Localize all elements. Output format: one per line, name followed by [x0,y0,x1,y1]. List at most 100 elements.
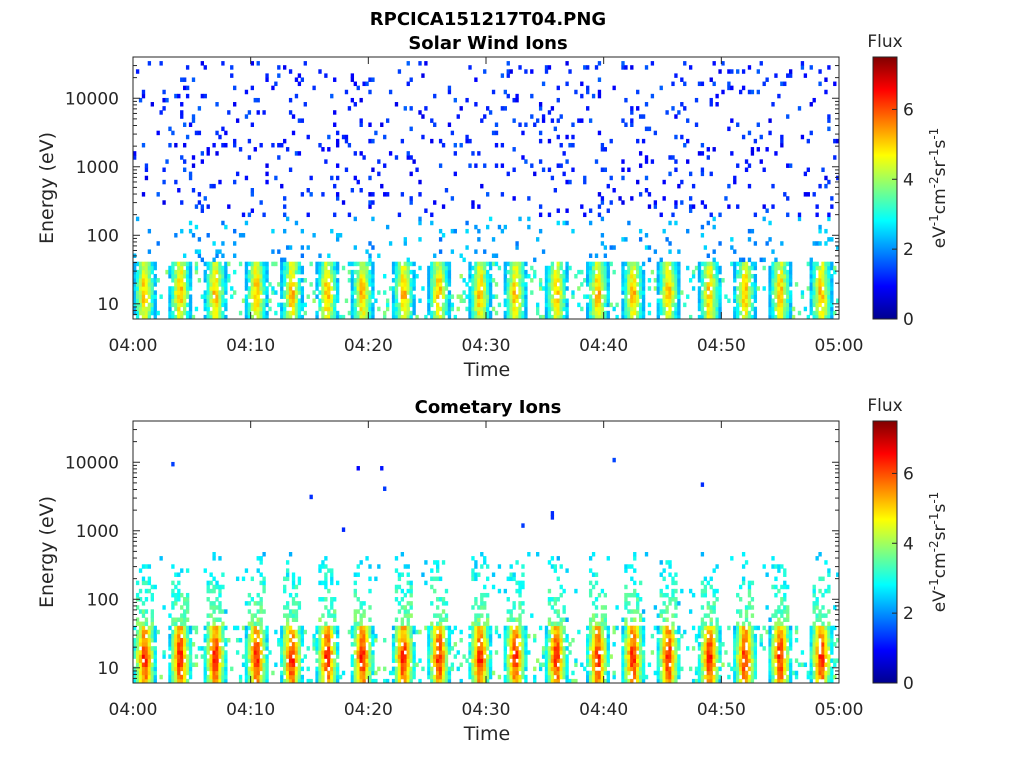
heatmap-cell [150,650,154,655]
heatmap-cell [280,306,284,312]
heatmap-cell [659,278,663,283]
heatmap-cell [488,265,493,271]
heatmap-cell [830,302,834,308]
heatmap-cell [403,637,407,643]
heatmap-cell [144,646,149,651]
heatmap-cell [750,286,755,291]
heatmap-cell [786,654,790,659]
heatmap-cell [580,93,584,99]
heatmap-cell [768,642,772,647]
heatmap-cell [774,265,778,271]
heatmap-cell [641,654,646,659]
heatmap-cell [262,310,266,316]
heatmap-cell [185,302,190,308]
heatmap-cell [180,646,184,651]
heatmap-cell [594,65,599,70]
heatmap-cell [668,282,672,287]
heatmap-cell [562,273,566,279]
heatmap-cell [256,646,260,651]
heatmap-cell [494,310,499,316]
heatmap-cell [830,670,834,676]
heatmap-cell [474,650,478,655]
heatmap-cell [718,269,722,275]
heatmap-cell [406,625,410,631]
heatmap-cell [477,273,481,279]
heatmap-cell [518,674,522,680]
heatmap-cell [362,662,366,668]
heatmap-cell [656,306,660,312]
heatmap-cell [559,658,563,663]
heatmap-cell [594,642,599,647]
heatmap-cell [365,310,369,316]
heatmap-cell [394,282,399,287]
heatmap-cell [815,662,819,668]
heatmap-cell [285,666,290,672]
heatmap-cell [441,204,446,209]
heatmap-cell [574,662,578,668]
heatmap-cell [562,171,566,177]
heatmap-cell [621,662,625,668]
heatmap-cell [135,642,140,647]
heatmap-cell [150,290,154,295]
heatmap-cell [324,654,328,659]
heatmap-cell [827,65,831,70]
heatmap-cell [709,629,713,635]
heatmap-cell [435,306,440,312]
heatmap-cell [291,310,296,316]
heatmap-cell [591,646,596,651]
heatmap-cell [738,629,743,635]
heatmap-cell [409,642,413,647]
heatmap-cell [677,306,681,312]
heatmap-cell [683,629,687,635]
heatmap-cell [812,278,816,283]
heatmap-cell [444,637,449,643]
heatmap-cell [250,633,255,639]
heatmap-cell [291,273,296,279]
heatmap-cell [509,666,513,672]
heatmap-cell [233,290,237,295]
heatmap-cell [283,662,287,668]
heatmap-cell [553,306,557,312]
heatmap-cell [215,629,219,635]
heatmap-cell [221,269,225,275]
heatmap-cell [768,314,772,320]
heatmap-cell [668,650,672,655]
heatmap-cell [794,282,799,287]
heatmap-cell [624,310,628,316]
heatmap-cell [350,294,355,299]
heatmap-cell [433,633,437,639]
heatmap-cell [430,650,434,655]
heatmap-cell [488,625,493,631]
heatmap-cell [624,662,628,668]
heatmap-cell [259,282,263,287]
heatmap-cell [506,278,510,283]
heatmap-cell [638,633,643,639]
heatmap-cell [368,306,372,312]
heatmap-cell [171,633,175,639]
heatmap-cell [177,278,181,283]
heatmap-cell [700,167,705,173]
heatmap-cell [588,118,593,123]
heatmap-cell [488,674,493,680]
heatmap-cell [359,670,363,676]
heatmap-cell [394,302,399,308]
heatmap-cell [324,265,328,271]
heatmap-cell [327,147,331,152]
heatmap-cell [412,662,416,668]
heatmap-cell [715,306,719,312]
heatmap-cell [188,122,193,127]
heatmap-cell [509,637,513,643]
heatmap-cell [183,666,187,672]
heatmap-cell [400,314,405,320]
heatmap-cell [250,306,255,312]
heatmap-cell [141,286,146,291]
heatmap-cell [809,261,813,267]
heatmap-cell [400,650,405,655]
heatmap-cell [224,261,228,267]
heatmap-cell [330,666,334,672]
heatmap-cell [141,269,146,275]
heatmap-cell [636,674,640,680]
heatmap-cell [391,670,396,676]
heatmap-cell [597,204,602,209]
